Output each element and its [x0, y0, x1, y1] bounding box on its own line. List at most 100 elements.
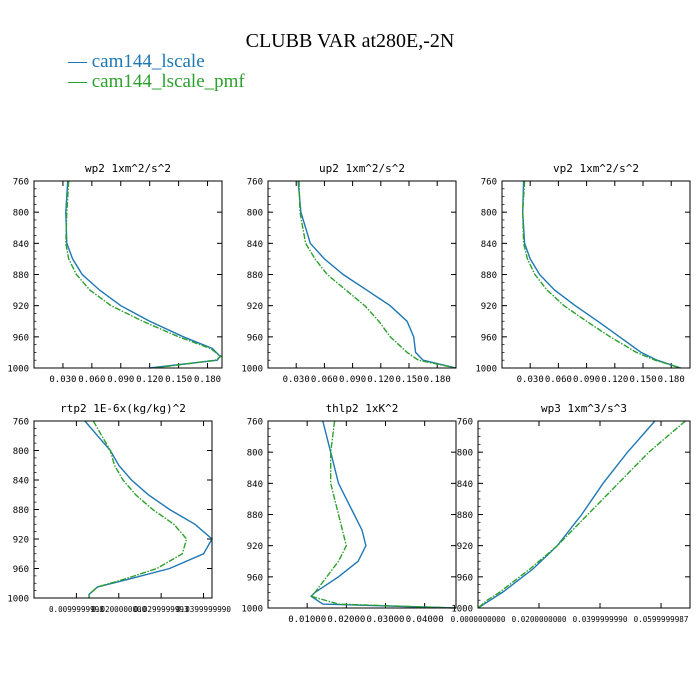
- x-tick-label: 0.0399999990: [573, 615, 628, 624]
- x-tick-label: 0.04000: [406, 615, 444, 625]
- series-line-lscale-pmf: [309, 420, 457, 609]
- figure-title: CLUBB VAR at280E,-2N: [245, 30, 455, 52]
- y-tick-label: 960: [481, 333, 497, 343]
- x-tick-label: 0.120: [136, 375, 163, 385]
- chart-panel-1: up2 1xm^2/s^2 760 800 840 880 920 960 1000 0.030…: [241, 162, 457, 385]
- series-line-lscale: [521, 180, 681, 369]
- x-tick-label: 0.0000000000: [451, 615, 506, 624]
- plot-frame: [267, 180, 457, 369]
- y-tick-label: 920: [13, 302, 29, 312]
- legend-entry-lscale: — cam144_lscale: [68, 52, 205, 72]
- y-tick-label: 760: [457, 418, 473, 428]
- series-line-lscale: [65, 180, 222, 369]
- y-tick-label: 920: [481, 302, 497, 312]
- x-tick-label: 0.01000: [288, 615, 326, 625]
- x-tick-label: 0.0399999990: [176, 605, 231, 614]
- y-tick-label: 760: [481, 178, 497, 188]
- plot-frame: [33, 420, 213, 599]
- x-tick-label: 0.120: [367, 375, 394, 385]
- x-tick-label: 0.150: [165, 375, 192, 385]
- x-tick-label: 0.0099999998: [49, 605, 104, 614]
- y-tick-label: 800: [247, 449, 263, 459]
- series-line-lscale: [310, 420, 457, 609]
- y-tick-label: 840: [13, 240, 29, 250]
- y-tick-label: 1000: [7, 595, 29, 605]
- x-tick-label: 0.02000: [327, 615, 365, 625]
- chart-panel-5: wp3 1xm^3/s^3 760 800 840 880 920 960 10000.000…: [451, 402, 691, 624]
- x-tick-label: 0.090: [339, 375, 366, 385]
- chart-panel-0: wp2 1xm^2/s^2 760 800 840 880 920 960 1000 0.030…: [7, 162, 223, 385]
- y-tick-label: 760: [247, 418, 263, 428]
- x-tick-label: 0.0200000000: [91, 605, 146, 614]
- x-tick-label: 0.0200000000: [512, 615, 567, 624]
- series-line-lscale-pmf: [521, 180, 681, 369]
- y-tick-label: 760: [247, 178, 263, 188]
- x-tick-label: 0.090: [107, 375, 134, 385]
- y-tick-label: 880: [247, 271, 263, 281]
- y-tick-label: 760: [13, 178, 29, 188]
- series-line-lscale: [477, 420, 656, 609]
- y-tick-label: 920: [247, 302, 263, 312]
- series-line-lscale-pmf: [65, 180, 223, 369]
- x-tick-label: 0.060: [78, 375, 105, 385]
- series-line-lscale-pmf: [477, 420, 686, 609]
- x-tick-label: 0.150: [629, 375, 656, 385]
- series-line-lscale-pmf: [88, 420, 188, 598]
- y-tick-label: 920: [457, 542, 473, 552]
- panel-title: vp2 1xm^2/s^2: [553, 162, 639, 175]
- x-tick-label: 0.030: [517, 375, 544, 385]
- panel-title: thlp2 1xK^2: [326, 402, 399, 415]
- legend-entry-lscale-pmf: — cam144_lscale_pmf: [68, 72, 245, 92]
- plot-frame: [477, 420, 691, 609]
- plot-frame: [33, 180, 223, 369]
- y-tick-label: 880: [247, 511, 263, 521]
- y-tick-label: 800: [13, 209, 29, 219]
- x-tick-label: 0.180: [424, 375, 451, 385]
- plot-frame: [501, 180, 691, 369]
- panel-title: wp2 1xm^2/s^2: [85, 162, 171, 175]
- x-tick-label: 0.090: [573, 375, 600, 385]
- x-tick-label: 0.180: [658, 375, 685, 385]
- y-tick-label: 960: [13, 333, 29, 343]
- x-tick-label: 0.120: [601, 375, 628, 385]
- y-tick-label: 960: [457, 573, 473, 583]
- y-tick-label: 1000: [7, 365, 29, 375]
- y-tick-label: 960: [247, 333, 263, 343]
- legend-label-lscale-pmf: cam144_lscale_pmf: [91, 71, 245, 92]
- x-tick-label: 0.03000: [367, 615, 405, 625]
- y-tick-label: 800: [13, 447, 29, 457]
- y-tick-label: 880: [481, 271, 497, 281]
- y-tick-label: 880: [457, 511, 473, 521]
- y-tick-label: 760: [13, 418, 29, 428]
- x-tick-label: 0.030: [49, 375, 76, 385]
- y-tick-label: 880: [13, 506, 29, 516]
- y-tick-label: 800: [481, 209, 497, 219]
- panel-title: up2 1xm^2/s^2: [319, 162, 405, 175]
- y-tick-label: 920: [13, 536, 29, 546]
- x-tick-label: 0.060: [311, 375, 338, 385]
- legend-label-lscale: cam144_lscale: [91, 51, 205, 72]
- legend-swatch-lscale-pmf: —: [68, 71, 92, 92]
- panel-title: wp3 1xm^3/s^3: [541, 402, 627, 415]
- y-tick-label: 1000: [241, 365, 263, 375]
- x-tick-label: 0.060: [545, 375, 572, 385]
- plot-frame: [267, 420, 457, 609]
- y-tick-label: 800: [247, 209, 263, 219]
- y-tick-label: 840: [247, 480, 263, 490]
- x-tick-label: 0.180: [194, 375, 221, 385]
- y-tick-label: 960: [247, 573, 263, 583]
- y-tick-label: 960: [13, 565, 29, 575]
- y-tick-label: 920: [247, 542, 263, 552]
- y-tick-label: 840: [247, 240, 263, 250]
- panel-title: rtp2 1E-6x(kg/kg)^2: [60, 402, 186, 415]
- chart-panel-2: vp2 1xm^2/s^2 760 800 840 880 920 960 1000 0.030…: [475, 162, 691, 385]
- y-tick-label: 880: [13, 271, 29, 281]
- y-tick-label: 840: [481, 240, 497, 250]
- y-tick-label: 1000: [475, 365, 497, 375]
- series-line-lscale: [297, 180, 457, 369]
- x-tick-label: 0.030: [283, 375, 310, 385]
- x-tick-label: 0.0299999993: [134, 605, 189, 614]
- y-tick-label: 1000: [451, 605, 473, 615]
- chart-panel-4: thlp2 1xK^2 760 800 840 880 920 960 1000 0.01000…: [241, 402, 457, 625]
